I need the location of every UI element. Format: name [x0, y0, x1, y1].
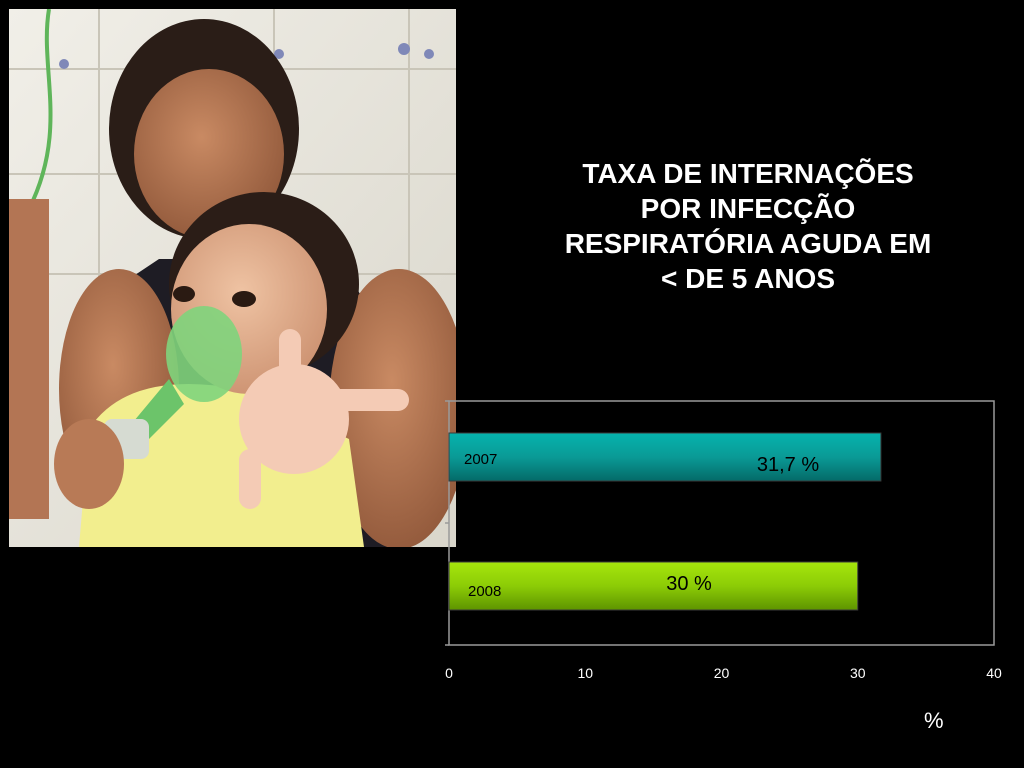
bar-category-label: 2008	[468, 583, 501, 600]
bar-value-label: 31,7 %	[757, 454, 819, 476]
bar-2007	[448, 432, 882, 482]
slide-title: TAXA DE INTERNAÇÕES POR INFECÇÃO RESPIRA…	[498, 156, 998, 296]
title-line-3: RESPIRATÓRIA AGUDA EM	[564, 228, 932, 259]
title-line-2: POR INFECÇÃO	[640, 193, 856, 224]
mother-child-photo	[9, 9, 456, 547]
x-tick-label: 30	[850, 665, 866, 681]
x-tick-label: 20	[714, 665, 730, 681]
x-axis-label: %	[924, 708, 944, 733]
photo-illustration	[9, 9, 456, 547]
x-tick-label: 40	[986, 665, 1002, 681]
x-tick-label: 0	[445, 665, 453, 681]
title-line-1: TAXA DE INTERNAÇÕES	[582, 158, 914, 189]
bar-value-label: 30 %	[666, 573, 712, 595]
title-line-4: < DE 5 ANOS	[660, 263, 835, 294]
bar-2008	[448, 561, 859, 611]
bar-category-label: 2007	[464, 451, 497, 468]
x-tick-label: 10	[577, 665, 593, 681]
